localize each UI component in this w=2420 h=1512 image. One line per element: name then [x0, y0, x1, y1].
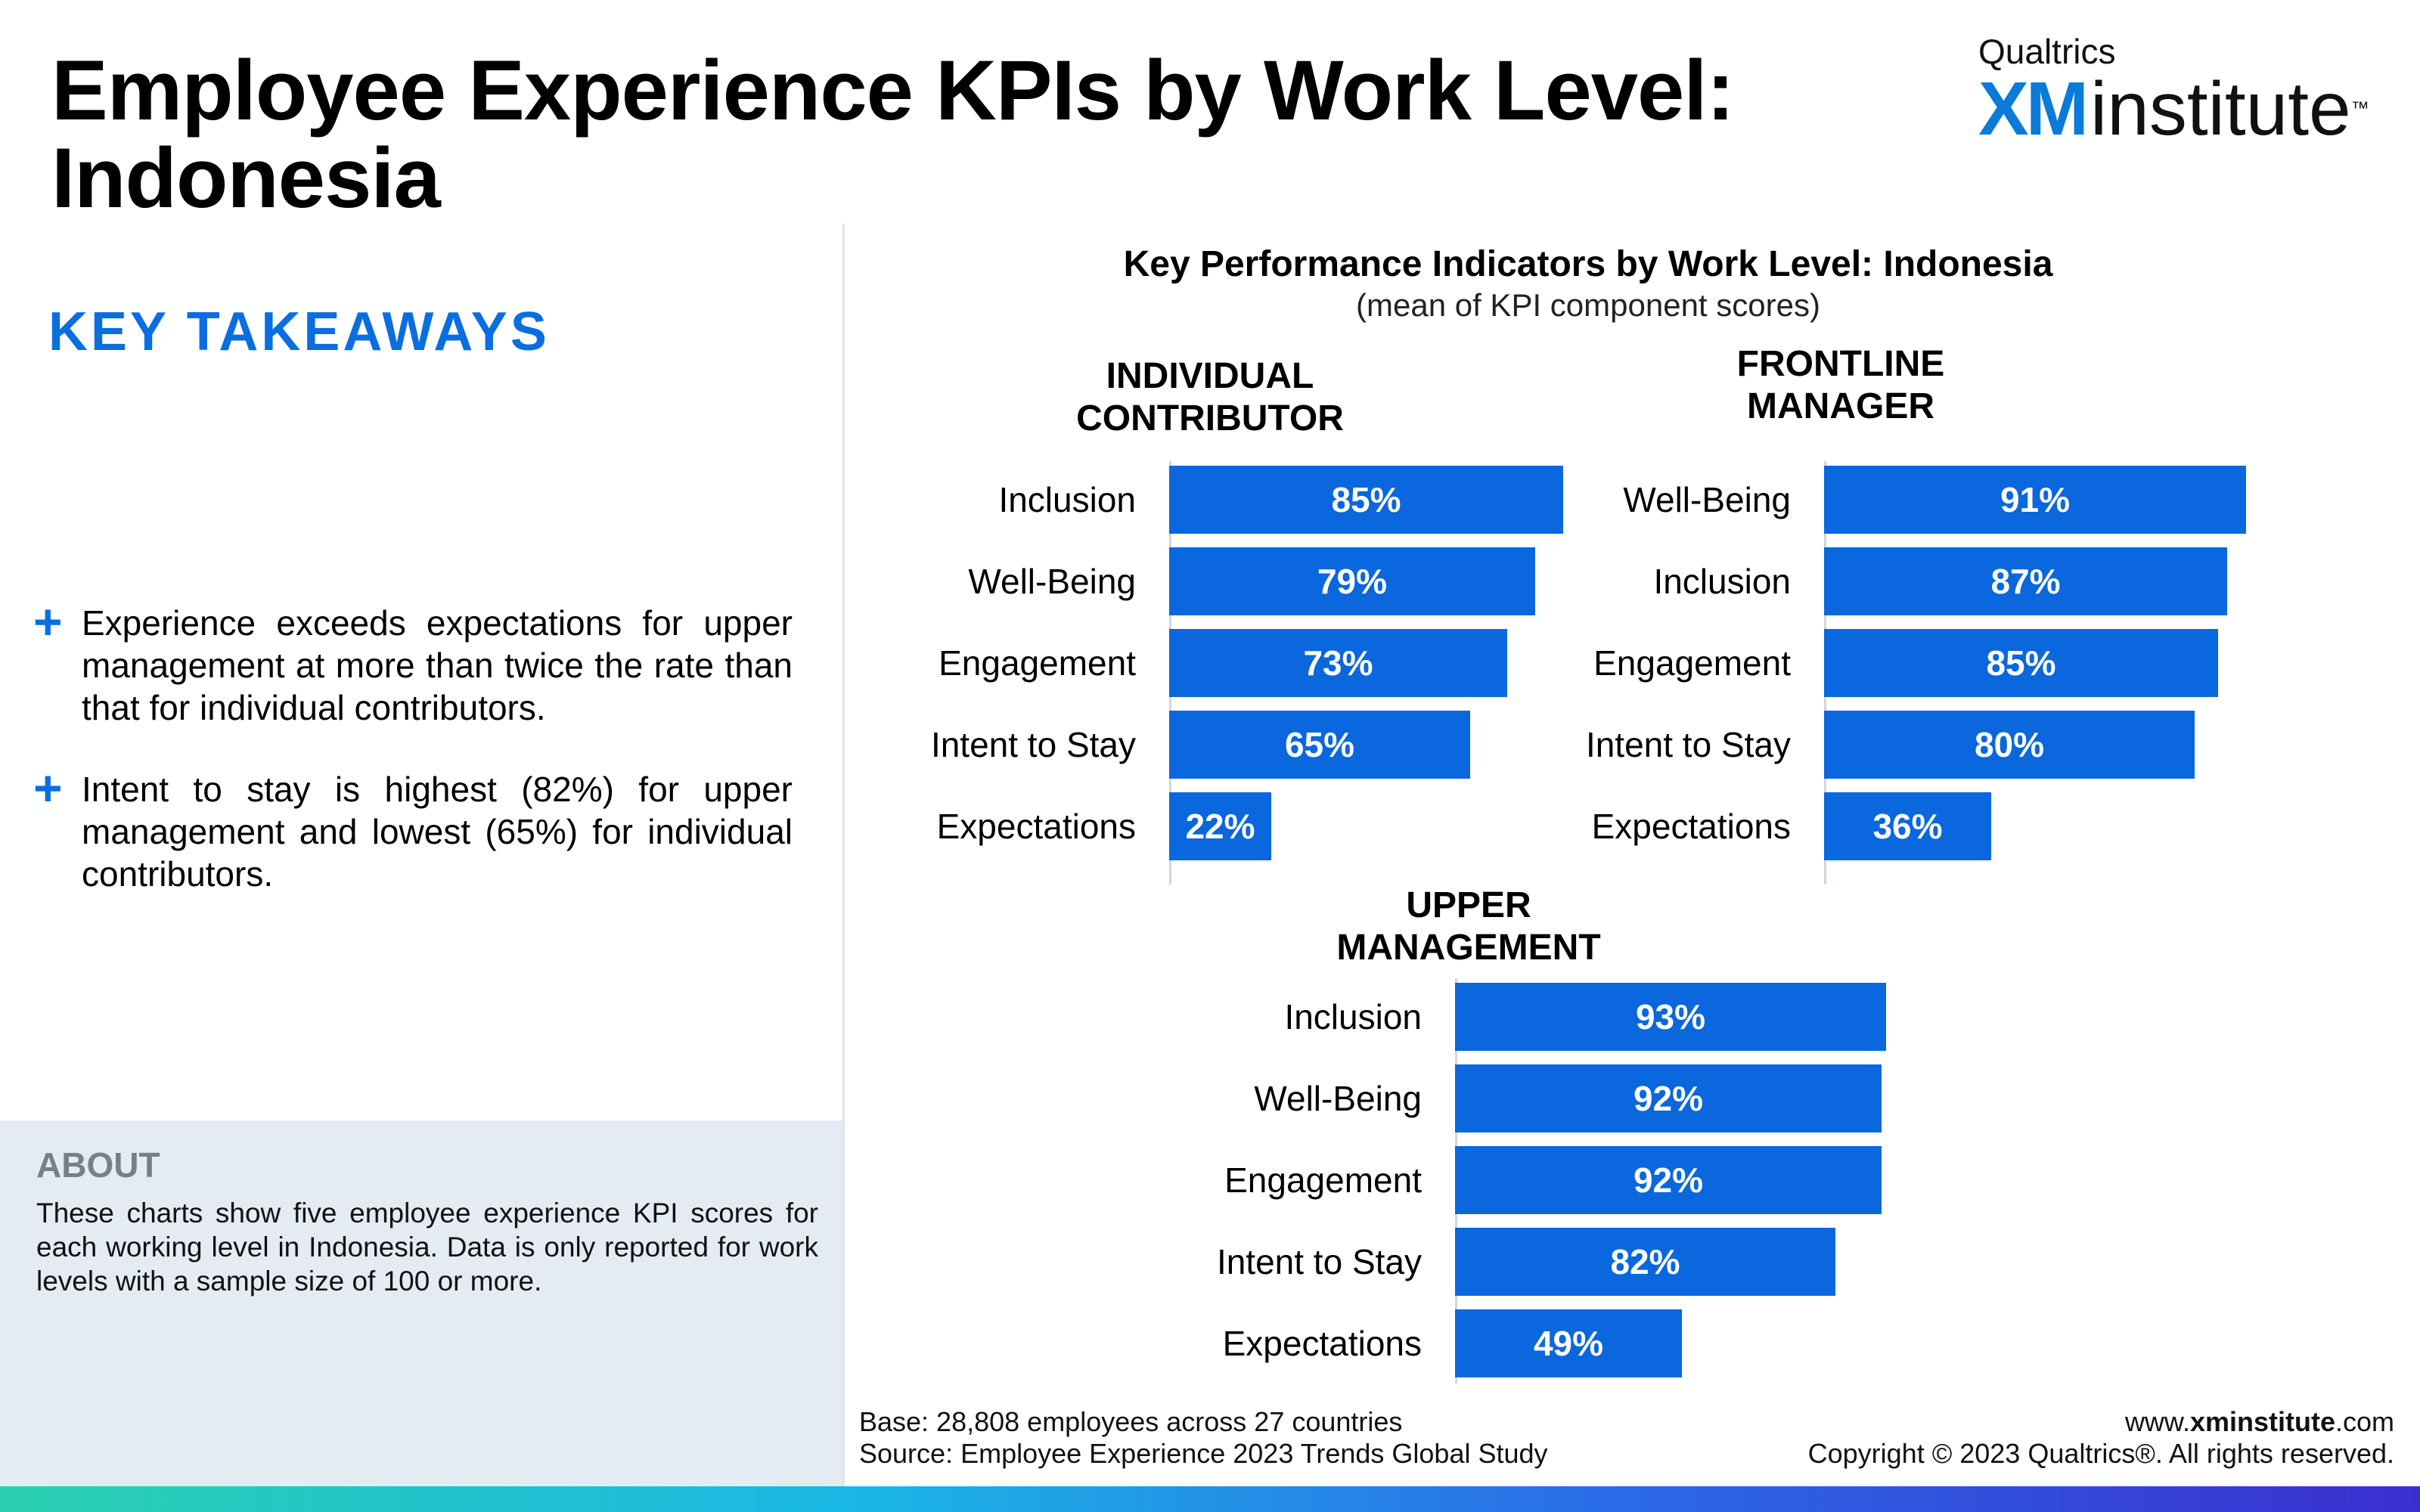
about-panel: ABOUT These charts show five employee ex… — [0, 1120, 842, 1486]
category-label: Engagement — [1593, 643, 1791, 683]
category-label: Well-Being — [1254, 1079, 1422, 1118]
about-heading: ABOUT — [36, 1145, 160, 1185]
category-label: Inclusion — [1284, 997, 1422, 1036]
plus-icon: + — [33, 760, 63, 816]
bar: 80% — [1824, 711, 2195, 779]
panel-title: UPPER MANAGEMENT — [1336, 885, 1601, 968]
takeaway-text: Intent to stay is highest (82%) for uppe… — [82, 770, 793, 894]
category-label: Expectations — [936, 807, 1136, 846]
bar: 91% — [1824, 466, 2246, 534]
category-label: Intent to Stay — [1585, 725, 1791, 764]
bar: 92% — [1455, 1146, 1882, 1214]
category-label: Well-Being — [968, 562, 1136, 601]
footer-copyright: www.xminstitute.com Copyright © 2023 Qua… — [1808, 1406, 2394, 1470]
footer-copyright-text: Copyright © 2023 Qualtrics®. All rights … — [1807, 1438, 2394, 1469]
category-label: Expectations — [1222, 1324, 1422, 1363]
page-title: Employee Experience KPIs by Work Level: … — [51, 43, 1735, 225]
chart-subtitle: (mean of KPI component scores) — [1356, 287, 1820, 323]
chart-title: Key Performance Indicators by Work Level… — [1123, 244, 2053, 284]
category-label: Intent to Stay — [1216, 1242, 1422, 1281]
panel-title: FRONTLINE MANAGER — [1736, 344, 1945, 426]
bar: 85% — [1824, 629, 2218, 697]
footer-url[interactable]: www.xminstitute.com — [1808, 1406, 2394, 1438]
bar: 49% — [1455, 1309, 1682, 1377]
category-label: Engagement — [939, 643, 1136, 683]
panel-title: INDIVIDUAL CONTRIBUTOR — [1076, 356, 1344, 438]
logo-xm: XM — [1978, 67, 2089, 151]
about-text: These charts show five employee experien… — [36, 1198, 818, 1297]
logo-trademark: ™ — [2350, 98, 2369, 119]
bar: 73% — [1169, 629, 1507, 697]
category-label: Engagement — [1224, 1160, 1422, 1200]
bottom-gradient-bar — [0, 1486, 2420, 1512]
bar: 87% — [1824, 547, 2227, 615]
footer-base: Base: 28,808 employees across 27 countri… — [859, 1406, 1403, 1437]
bar: 85% — [1169, 466, 1563, 534]
vertical-divider — [842, 224, 845, 1486]
bar: 82% — [1455, 1228, 1835, 1296]
key-takeaways-heading: KEY TAKEAWAYS — [48, 302, 550, 362]
footer-url-prefix: www. — [2124, 1406, 2190, 1437]
footer-source: Base: 28,808 employees across 27 countri… — [859, 1406, 1548, 1470]
bar: 92% — [1455, 1064, 1882, 1132]
plus-icon: + — [33, 593, 63, 649]
takeaway-item: + Experience exceeds expectations for up… — [33, 593, 793, 729]
category-label: Well-Being — [1623, 480, 1791, 519]
bar: 79% — [1169, 547, 1535, 615]
footer-source-text: Source: Employee Experience 2023 Trends … — [859, 1438, 1548, 1469]
logo-brand: Qualtrics — [1978, 32, 2116, 71]
bar: 22% — [1169, 792, 1271, 860]
bar: 36% — [1824, 792, 1991, 860]
logo-wordmark: XMinstitute™ — [1978, 71, 2372, 147]
category-label: Inclusion — [998, 480, 1136, 519]
takeaway-item: + Intent to stay is highest (82%) for up… — [33, 760, 793, 895]
category-label: Expectations — [1591, 807, 1791, 846]
category-label: Intent to Stay — [930, 725, 1136, 764]
xm-institute-logo: Qualtrics XMinstitute™ — [1978, 32, 2372, 147]
footer-url-bold: xminstitute — [2189, 1406, 2335, 1437]
bar: 65% — [1169, 711, 1470, 779]
takeaway-text: Experience exceeds expectations for uppe… — [82, 603, 793, 727]
logo-institute: institute — [2090, 67, 2351, 151]
footer-url-suffix: .com — [2335, 1406, 2394, 1437]
bar: 93% — [1455, 983, 1886, 1051]
category-label: Inclusion — [1653, 562, 1791, 601]
